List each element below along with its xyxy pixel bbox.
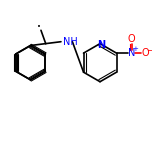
Text: N: N xyxy=(128,48,135,58)
Text: N: N xyxy=(97,40,105,50)
Text: O: O xyxy=(128,34,136,44)
Text: +: + xyxy=(133,46,138,52)
Text: •: • xyxy=(37,24,41,30)
Text: −: − xyxy=(146,46,152,55)
Text: NH: NH xyxy=(63,37,78,47)
Text: O: O xyxy=(141,48,149,58)
